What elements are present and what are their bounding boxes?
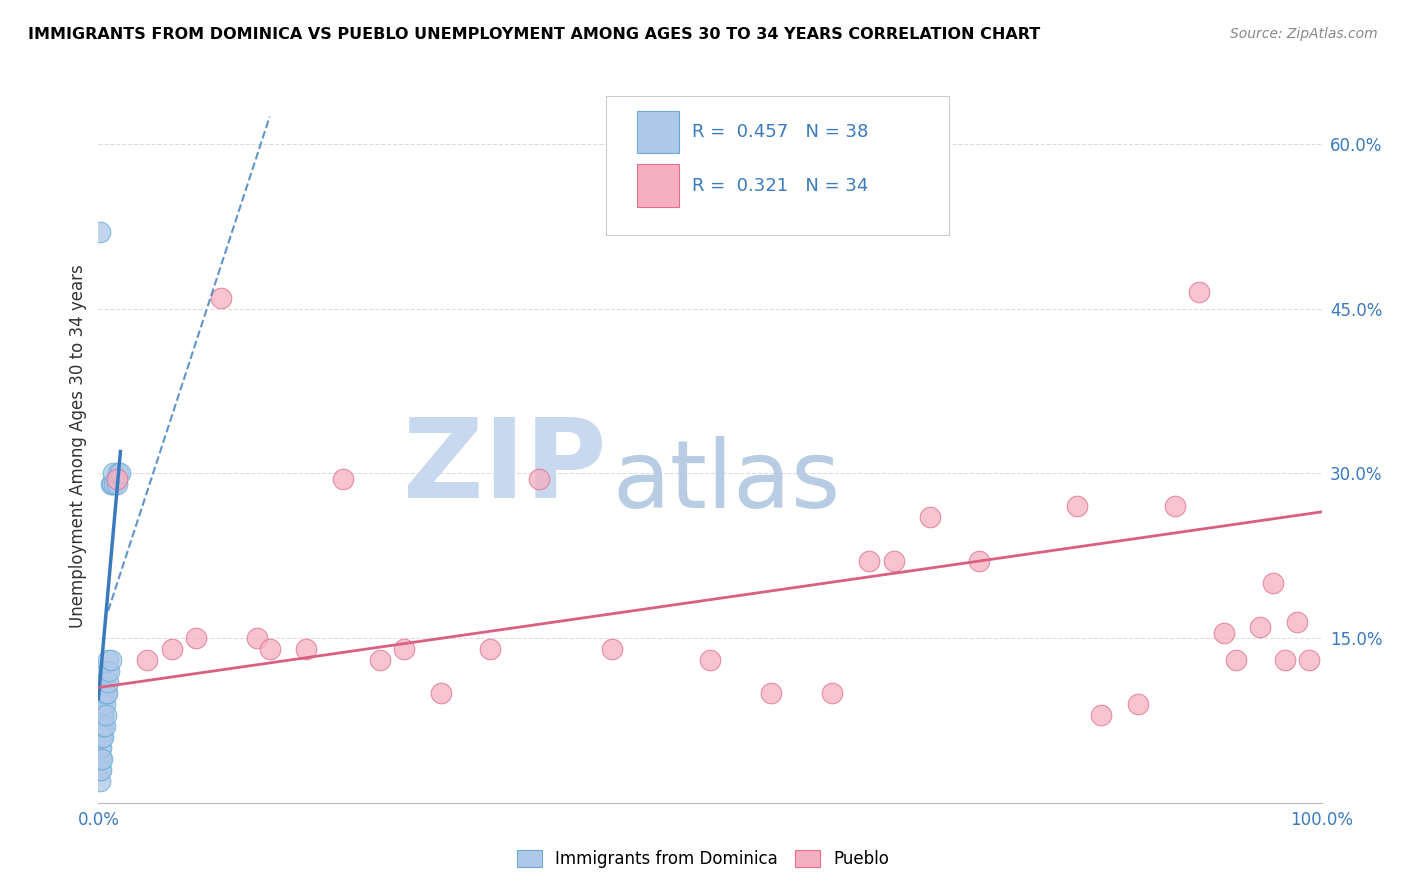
Point	[90, 730, 112, 744]
Point	[90, 752, 112, 766]
Point	[97, 675, 120, 690]
Point	[91, 708, 114, 723]
Point	[478, 642, 501, 657]
Point	[89, 773, 111, 788]
Point	[1225, 653, 1247, 667]
Point	[1090, 708, 1112, 723]
Point	[1298, 653, 1320, 667]
Point	[100, 477, 122, 491]
Point	[1274, 653, 1296, 667]
Text: R =  0.457   N = 38: R = 0.457 N = 38	[692, 123, 868, 141]
Point	[600, 642, 623, 657]
Text: Source: ZipAtlas.com: Source: ZipAtlas.com	[1230, 27, 1378, 41]
FancyBboxPatch shape	[606, 96, 949, 235]
Point	[96, 686, 118, 700]
Point	[96, 664, 118, 678]
Point	[920, 510, 942, 524]
Point	[1249, 620, 1271, 634]
Point	[90, 763, 112, 777]
Point	[93, 697, 115, 711]
Point	[89, 752, 111, 766]
Point	[883, 554, 905, 568]
Point	[101, 467, 124, 481]
Point	[94, 686, 117, 700]
Point	[90, 719, 112, 733]
Point	[332, 472, 354, 486]
Text: IMMIGRANTS FROM DOMINICA VS PUEBLO UNEMPLOYMENT AMONG AGES 30 TO 34 YEARS CORREL: IMMIGRANTS FROM DOMINICA VS PUEBLO UNEMP…	[28, 27, 1040, 42]
Point	[89, 225, 111, 239]
Point	[101, 477, 124, 491]
Point	[160, 642, 183, 657]
Point	[91, 708, 114, 723]
Point	[430, 686, 453, 700]
Point	[246, 631, 269, 645]
Text: atlas: atlas	[612, 435, 841, 528]
Point	[91, 697, 114, 711]
Point	[1066, 500, 1088, 514]
Point	[1128, 697, 1150, 711]
Point	[527, 472, 550, 486]
Point	[93, 719, 115, 733]
Point	[1164, 500, 1187, 514]
Point	[295, 642, 318, 657]
Point	[105, 472, 128, 486]
Point	[103, 477, 125, 491]
Point	[1188, 285, 1211, 300]
Y-axis label: Unemployment Among Ages 30 to 34 years: Unemployment Among Ages 30 to 34 years	[69, 264, 87, 628]
Point	[107, 467, 129, 481]
Point	[761, 686, 783, 700]
Point	[209, 291, 232, 305]
Point	[699, 653, 721, 667]
FancyBboxPatch shape	[637, 111, 679, 153]
Point	[368, 653, 391, 667]
Point	[89, 763, 111, 777]
Text: R =  0.321   N = 34: R = 0.321 N = 34	[692, 177, 868, 194]
Point	[91, 719, 114, 733]
Point	[98, 664, 121, 678]
Point	[821, 686, 844, 700]
Point	[136, 653, 159, 667]
Point	[90, 740, 112, 755]
Point	[100, 653, 122, 667]
Point	[91, 730, 114, 744]
FancyBboxPatch shape	[637, 164, 679, 207]
Point	[186, 631, 208, 645]
Point	[91, 730, 114, 744]
Point	[97, 653, 120, 667]
Point	[1261, 576, 1284, 591]
Point	[91, 752, 114, 766]
Point	[1212, 625, 1234, 640]
Point	[392, 642, 416, 657]
Point	[1286, 615, 1309, 629]
Point	[90, 708, 112, 723]
Point	[91, 719, 114, 733]
Point	[858, 554, 880, 568]
Point	[110, 467, 132, 481]
Point	[259, 642, 281, 657]
Point	[94, 708, 117, 723]
Legend: Immigrants from Dominica, Pueblo: Immigrants from Dominica, Pueblo	[510, 843, 896, 875]
Point	[93, 675, 115, 690]
Point	[967, 554, 990, 568]
Point	[91, 686, 114, 700]
Point	[89, 740, 111, 755]
Text: ZIP: ZIP	[402, 414, 606, 521]
Point	[105, 477, 128, 491]
